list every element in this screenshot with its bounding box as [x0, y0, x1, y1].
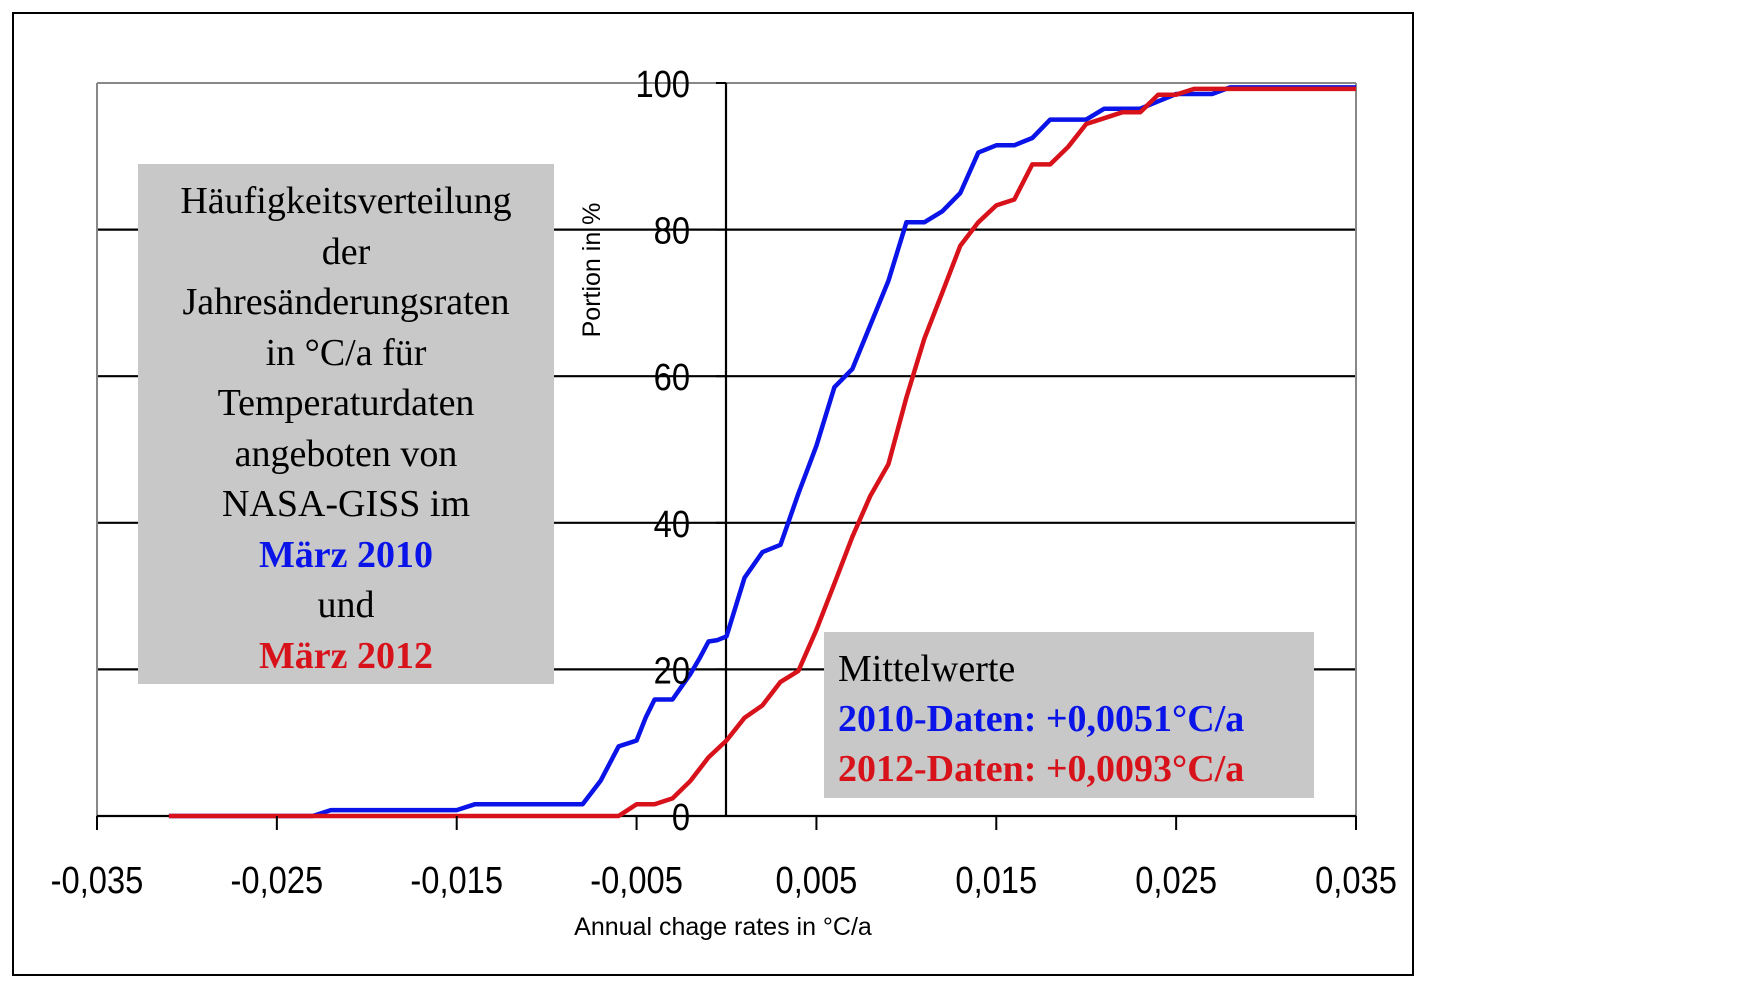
y-tick-label: 20	[654, 649, 690, 692]
y-tick-label: 100	[635, 63, 690, 106]
means-heading: Mittelwerte	[838, 648, 1016, 690]
x-tick-label: -0,025	[231, 859, 324, 902]
x-tick-label: -0,015	[410, 859, 503, 902]
title-line: NASA-GISS im	[221, 483, 471, 525]
x-tick-label: 0,035	[1315, 859, 1397, 902]
title-line: Temperaturdaten	[217, 382, 475, 424]
title-line: der	[321, 230, 371, 273]
x-axis-title: Annual chage rates in °C/a	[574, 913, 872, 941]
y-tick-label: 80	[654, 209, 690, 252]
title-line: Jahresänderungsraten	[182, 281, 510, 323]
x-tick-label: 0,015	[955, 859, 1037, 902]
x-tick-label: 0,005	[776, 859, 858, 902]
legend-label-2010: März 2010	[258, 533, 434, 576]
title-line: Häufigkeitsverteilung	[180, 180, 512, 222]
y-axis-title: Portion in %	[578, 203, 606, 338]
means-box: Mittelwerte 2010-Daten: +0,0051°C/a 2012…	[824, 632, 1314, 798]
title-box: Häufigkeitsverteilung der Jahresänderung…	[138, 164, 554, 684]
y-tick-label: 0	[672, 796, 690, 839]
title-line: angeboten von	[234, 432, 458, 475]
series-line-2012	[168, 86, 1356, 819]
y-tick-label: 40	[654, 502, 690, 545]
x-tick-label: -0,005	[590, 859, 683, 902]
legend-label-2012: März 2012	[258, 634, 434, 677]
x-tick-label: -0,035	[51, 859, 144, 902]
chart-frame	[12, 12, 1414, 976]
title-connector: und	[317, 584, 375, 626]
y-tick-label: 60	[654, 356, 690, 399]
mean-2012: 2012-Daten: +0,0093°C/a	[838, 748, 1245, 790]
series-line-2010	[168, 85, 1356, 819]
title-line: in °C/a für	[265, 331, 427, 374]
mean-2010: 2010-Daten: +0,0051°C/a	[838, 698, 1245, 740]
x-tick-label: 0,025	[1135, 859, 1217, 902]
